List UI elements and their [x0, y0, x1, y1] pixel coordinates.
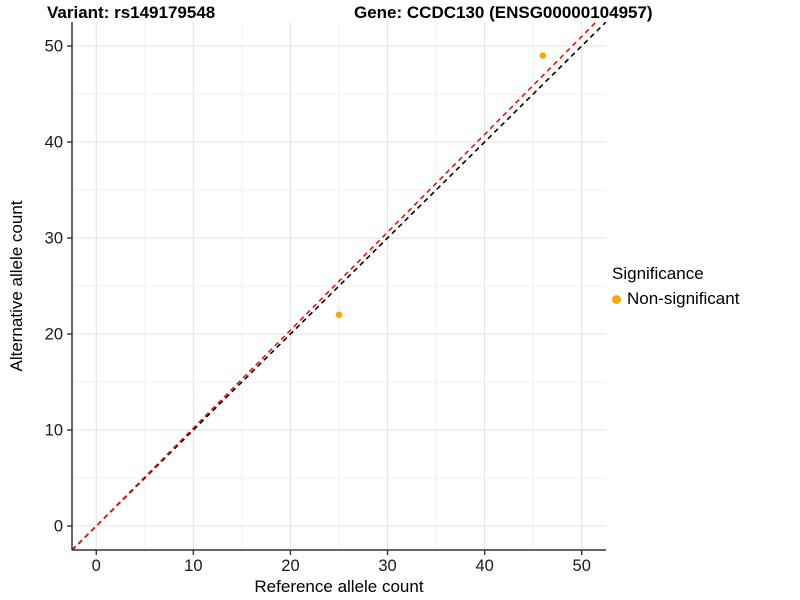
y-tick-label: 10: [45, 422, 63, 440]
y-tick-label: 40: [45, 134, 63, 152]
x-tick-label: 40: [475, 557, 493, 575]
y-axis-title: Alternative allele count: [7, 200, 26, 372]
x-tick-label: 50: [573, 557, 591, 575]
y-tick-label: 20: [45, 326, 63, 344]
y-tick-label: 0: [54, 518, 63, 536]
expected-ratio-line: [72, 22, 598, 550]
legend-point-swatch-icon: [612, 294, 621, 304]
data-point: [335, 311, 343, 319]
legend-item-label: Non-significant: [627, 289, 740, 308]
variant-title: Variant: rs149179548: [47, 3, 216, 22]
legend-title: Significance: [612, 264, 704, 283]
y-tick-label: 30: [45, 230, 63, 248]
x-tick-label: 0: [92, 557, 101, 575]
y-tick-label: 50: [45, 38, 63, 56]
x-tick-label: 20: [281, 557, 299, 575]
legend: Significance Non-significant: [612, 264, 739, 309]
x-tick-label: 30: [378, 557, 396, 575]
legend-item: Non-significant: [612, 289, 739, 309]
gene-title: Gene: CCDC130 (ENSG00000104957): [354, 3, 653, 22]
x-axis-title: Reference allele count: [254, 577, 424, 596]
identity-line: [72, 22, 606, 550]
data-point: [539, 52, 547, 59]
x-tick-label: 10: [184, 557, 202, 575]
